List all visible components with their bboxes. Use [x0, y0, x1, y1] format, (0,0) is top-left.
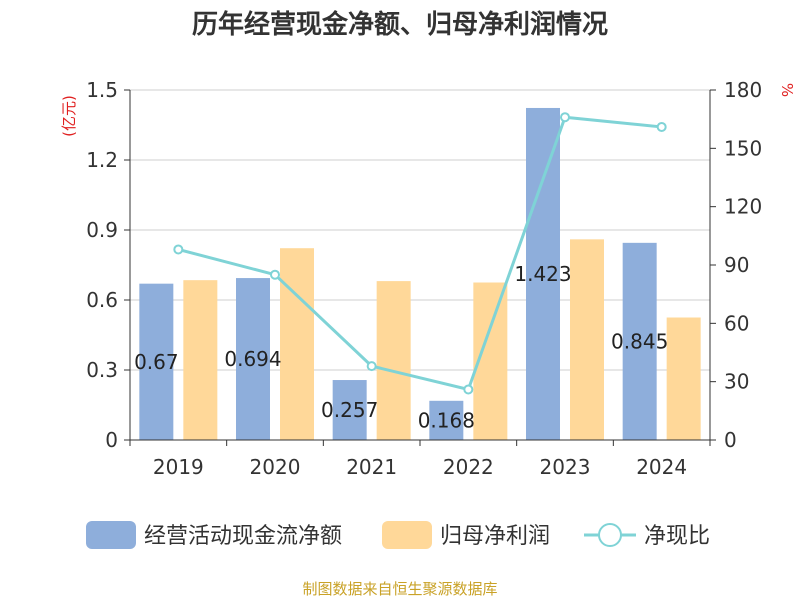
legend-label-net-cash-ratio: 净现比 [644, 524, 710, 549]
legend-swatch-operating-cash-flow [86, 521, 136, 549]
left-tick-label: 1.5 [86, 78, 118, 102]
bar-net-profit [183, 280, 218, 440]
x-tick-label: 2022 [443, 455, 494, 479]
x-tick-label: 2020 [250, 455, 301, 479]
left-axis-label: (亿元) [60, 95, 78, 137]
source-note: 制图数据来自恒生聚源数据库 [302, 580, 498, 598]
left-tick-label: 1.2 [86, 148, 118, 172]
bar-net-profit [570, 239, 604, 440]
bar-operating-cash-flow [429, 400, 464, 440]
legend-marker-net-cash-ratio [598, 523, 622, 547]
line-point [270, 269, 280, 280]
line-point [560, 112, 570, 123]
x-tick-label: 2019 [153, 455, 204, 479]
data-label: 0.845 [611, 329, 668, 353]
bar-operating-cash-flow [236, 278, 270, 440]
line-point [656, 121, 667, 132]
x-tick-label: 2021 [346, 455, 397, 479]
left-tick-label: 0 [105, 428, 118, 452]
right-tick-label: 0 [724, 428, 737, 452]
bar-operating-cash-flow [526, 107, 560, 440]
data-label: 0.694 [224, 347, 281, 371]
right-axis-label: % [778, 83, 796, 97]
right-tick-label: 180 [724, 78, 762, 102]
bar-operating-cash-flow [332, 380, 367, 440]
chart-title: 历年经营现金净额、归母净利润情况 [191, 10, 608, 40]
line-net-cash-ratio [177, 115, 662, 392]
x-tick-label: 2024 [636, 455, 687, 479]
data-label: 1.423 [514, 262, 571, 286]
line-point [173, 244, 184, 255]
line-point [366, 361, 377, 372]
legend-swatch-net-profit [382, 521, 432, 549]
x-tick-label: 2023 [540, 455, 591, 479]
right-tick-label: 120 [724, 195, 762, 219]
bar-net-profit [666, 317, 701, 440]
right-tick-label: 30 [724, 370, 749, 394]
right-tick-label: 60 [724, 311, 749, 335]
bar-operating-cash-flow [139, 283, 174, 440]
bar-net-profit [280, 248, 314, 440]
left-tick-label: 0.9 [86, 218, 118, 242]
bar-operating-cash-flow [622, 242, 657, 440]
data-label: 0.67 [134, 350, 179, 374]
bar-net-profit [376, 281, 411, 440]
right-tick-label: 150 [724, 136, 762, 160]
data-label: 0.168 [418, 408, 475, 432]
left-tick-label: 0.6 [86, 288, 118, 312]
line-point [463, 384, 474, 395]
legend-label-operating-cash-flow: 经营活动现金流净额 [144, 524, 342, 549]
left-tick-label: 0.3 [86, 358, 118, 382]
data-label: 0.257 [321, 398, 378, 422]
right-tick-label: 90 [724, 253, 749, 277]
legend-label-net-profit: 归母净利润 [440, 524, 550, 549]
